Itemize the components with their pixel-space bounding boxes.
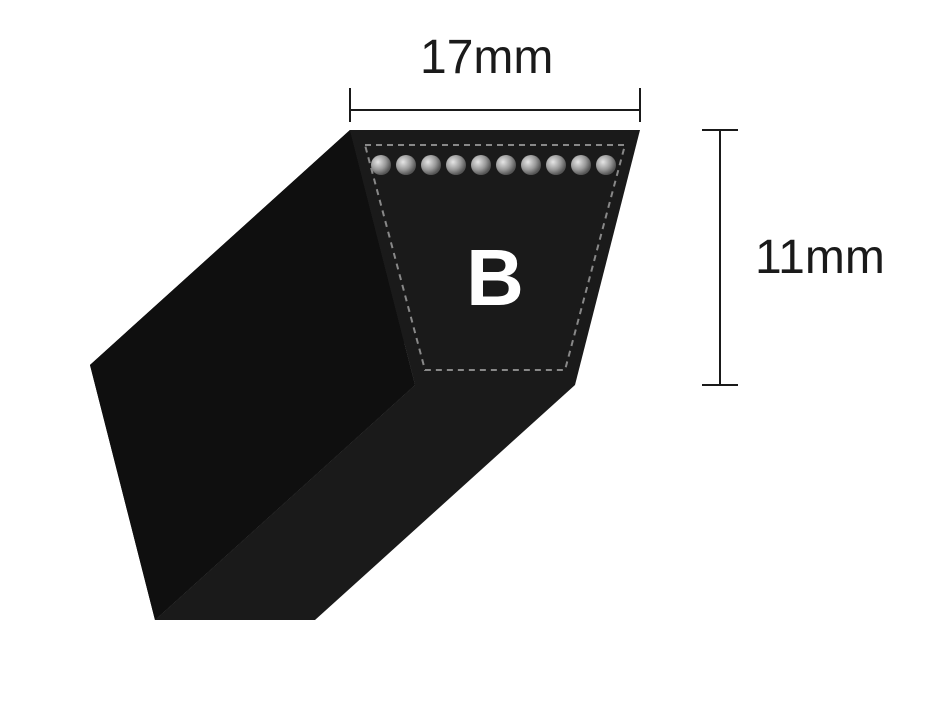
belt-svg: B (0, 0, 933, 700)
height-dimension-bracket (702, 130, 738, 385)
width-dimension-bracket (350, 88, 640, 122)
belt-diagram-container: B 17mm 11mm (0, 0, 933, 700)
width-dimension-label: 17mm (420, 30, 553, 85)
belt-type-letter: B (466, 233, 524, 322)
height-dimension-label: 11mm (755, 230, 885, 285)
